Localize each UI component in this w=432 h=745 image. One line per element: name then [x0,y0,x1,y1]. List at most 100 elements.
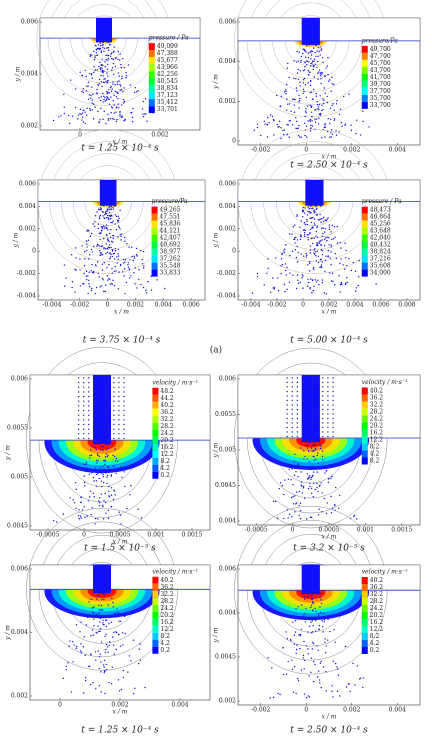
droplet [336,99,338,102]
droplet [105,98,108,100]
droplet [97,44,100,46]
droplet [267,267,269,270]
droplet [312,204,315,206]
droplet [96,41,98,43]
droplet [310,516,313,519]
droplet [304,134,306,137]
legend-label: 35,548 [160,263,181,270]
legend-label: 12.2 [160,626,174,633]
droplet [100,50,102,52]
legend-swatch [361,387,368,395]
droplet [78,509,80,511]
droplet [128,246,130,248]
droplet [302,88,305,91]
droplet [324,228,327,230]
droplet [133,255,135,258]
legend-swatch [148,99,155,107]
droplet [113,104,115,106]
droplet [307,56,310,59]
nozzle [93,565,111,594]
droplet [322,377,324,379]
legend-label: 40,545 [157,78,178,85]
droplet [277,277,279,279]
droplet [304,613,306,615]
droplet [317,106,320,108]
droplet [132,259,134,262]
y-tick-label: 0.004 [219,58,236,65]
panel: -0.004 -0.002 0 0.002 0.004 0.0060.0060.0040.… [13,129,206,346]
droplet [114,460,117,462]
droplet [115,229,118,231]
droplet [100,589,102,591]
droplet [95,659,97,661]
droplet [106,72,108,74]
droplet [296,274,299,276]
droplet [297,464,299,466]
droplet [75,488,77,491]
droplet [110,208,112,211]
droplet [271,115,274,118]
droplet [91,102,93,104]
droplet [89,108,91,110]
droplet [297,60,300,62]
droplet [330,132,332,134]
droplet [302,210,305,212]
droplet [310,657,313,659]
droplet [104,635,106,638]
droplet [82,121,85,123]
x-axis-label: x / m [322,309,337,316]
droplet [98,97,100,99]
legend-label: 48.2 [160,388,174,395]
droplet [311,426,314,429]
droplet [291,395,293,397]
legend-swatch [361,598,368,605]
legend-label: 8.2 [160,633,170,640]
droplet [301,485,303,487]
droplet [323,292,326,294]
droplet [78,518,81,520]
droplet [316,214,319,216]
droplet [101,230,103,232]
droplet [119,53,121,55]
droplet [98,656,101,658]
droplet [104,96,106,99]
droplet [304,223,306,225]
droplet [356,665,359,667]
droplet [293,104,295,106]
droplet [319,266,321,269]
droplet [328,228,331,230]
droplet [123,386,125,388]
legend-label: 16.2 [160,444,174,451]
droplet [105,619,108,621]
legend-swatch [152,471,159,479]
droplet [310,62,312,65]
droplet [282,673,285,676]
droplet [291,408,293,411]
droplet [278,120,281,123]
droplet [296,245,298,248]
y-tick-label: 0.0055 [7,425,28,432]
legend-swatch [361,241,368,249]
droplet [104,594,106,597]
droplet [103,395,105,398]
x-tick-label: 0 [304,707,308,714]
droplet [298,107,300,109]
droplet [114,205,116,207]
droplet [338,131,340,133]
y-tick-label: 0.0045 [7,523,28,530]
droplet [111,57,113,60]
legend-label: 42,256 [157,71,178,78]
droplet [87,81,90,84]
droplet [119,514,122,516]
droplet [133,91,136,94]
droplet [315,610,317,613]
droplet [112,465,115,467]
droplet [298,124,300,127]
droplet [313,268,315,271]
droplet [289,254,291,257]
droplet [302,211,304,213]
droplet [298,514,300,517]
droplet [120,116,123,118]
droplet [102,664,105,666]
droplet [316,50,318,52]
